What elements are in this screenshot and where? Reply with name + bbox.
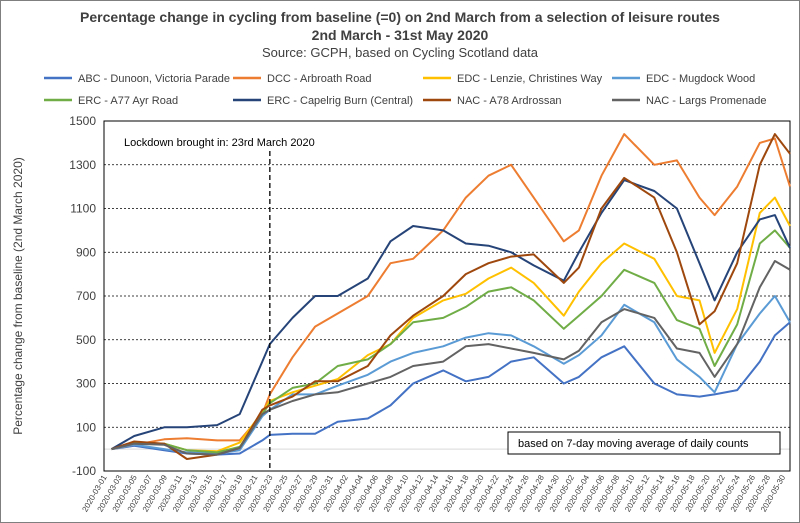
y-tick-label: 300 (76, 377, 96, 391)
series-line (111, 321, 791, 456)
y-tick-label: 700 (76, 289, 96, 303)
y-tick-label: 1500 (69, 114, 96, 128)
y-tick-label: 1300 (69, 158, 96, 172)
legend-label: EDC - Mugdock Wood (646, 73, 755, 85)
series-line (111, 260, 791, 456)
series-line (111, 196, 791, 453)
gridlines (104, 164, 790, 450)
note-box (507, 431, 781, 455)
y-axis-label: Percentage change from baseline (2nd Mar… (11, 157, 25, 435)
series-line (111, 229, 791, 454)
annotations: Lockdown brought in: 23rd March 2020 base… (124, 137, 781, 471)
legend: ABC - Dunoon, Victoria Parade DCC - Arbro… (44, 73, 766, 107)
y-tick-label: 900 (76, 245, 96, 259)
chart-title: Percentage change in cycling from baseli… (80, 9, 720, 25)
y-tick-label: 100 (76, 420, 96, 434)
lockdown-label: Lockdown brought in: 23rd March 2020 (124, 137, 315, 149)
chart-source: Source: GCPH, based on Cycling Scotland … (261, 45, 539, 60)
legend-label: EDC - Lenzie, Christines Way (457, 73, 603, 85)
note-text: based on 7-day moving average of daily c… (518, 438, 749, 450)
series-line (111, 295, 791, 455)
legend-label: NAC - A78 Ardrossan (457, 95, 562, 107)
plot-border (103, 120, 791, 472)
y-tick-label: 500 (76, 333, 96, 347)
legend-label: ERC - Capelrig Burn (Central) (267, 95, 413, 107)
series-line (111, 179, 791, 450)
series-layer (111, 133, 791, 460)
chart-subtitle: 2nd March - 31st May 2020 (311, 27, 489, 43)
y-tick-label: -100 (72, 464, 96, 478)
legend-label: NAC - Largs Promenade (646, 95, 766, 107)
legend-label: ABC - Dunoon, Victoria Parade (78, 73, 230, 85)
y-tick-label: 1100 (70, 202, 96, 216)
legend-label: ERC - A77 Ayr Road (78, 95, 178, 107)
series-line (111, 133, 791, 451)
series-line (111, 133, 791, 460)
legend-label: DCC - Arbroath Road (267, 73, 372, 85)
